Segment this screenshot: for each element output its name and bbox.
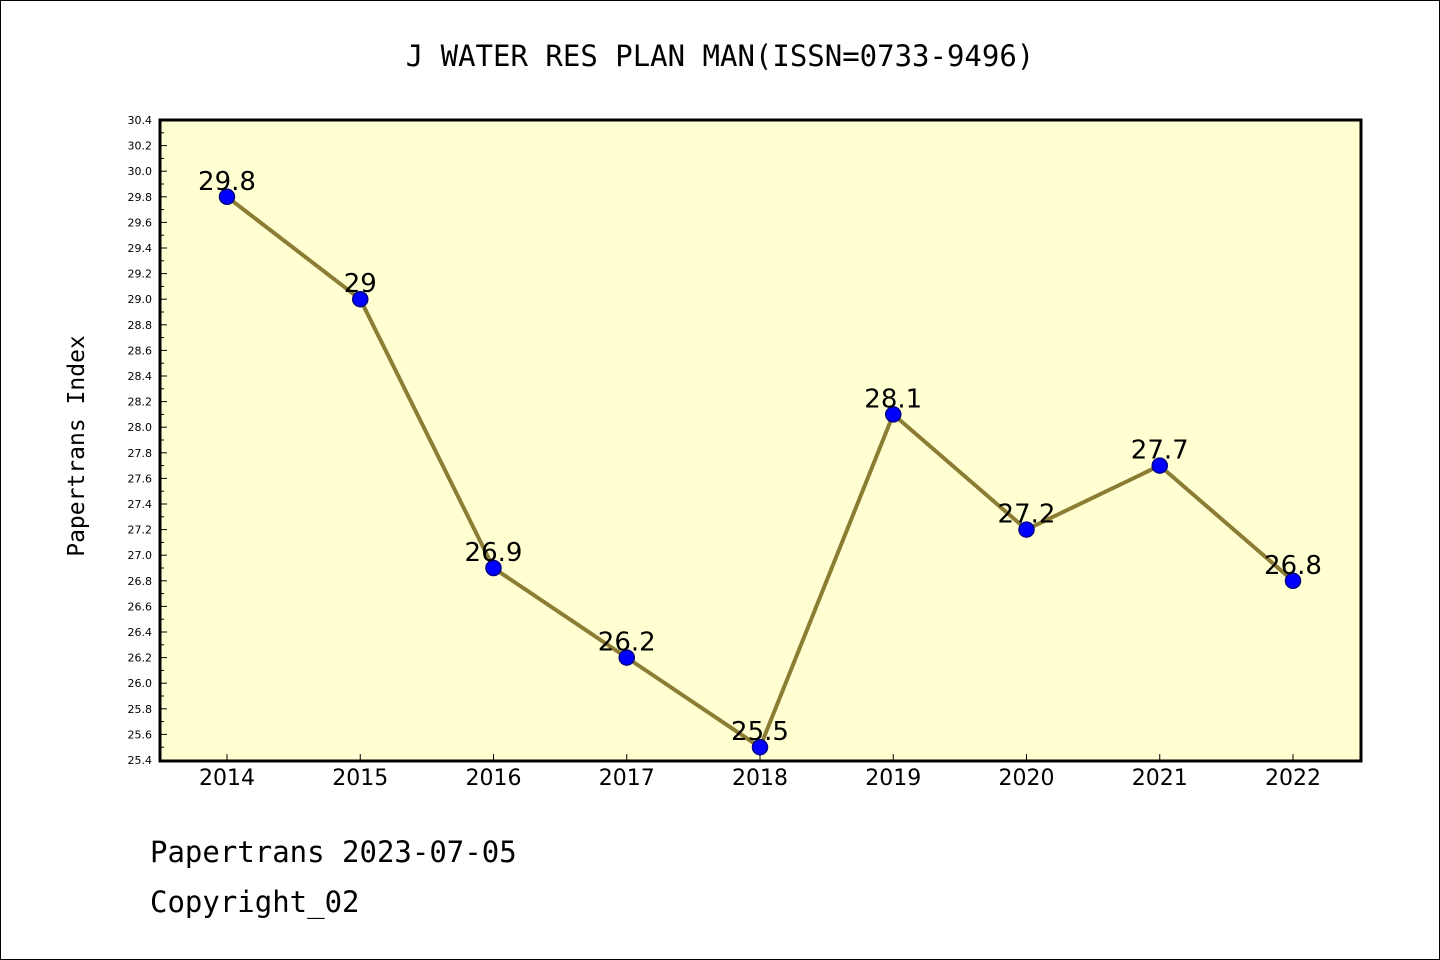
x-tick-label: 2021 [1132, 766, 1188, 791]
y-tick-label: 25.6 [128, 728, 153, 741]
data-point [1284, 572, 1302, 590]
footer-copyright-text: Copyright_02 [150, 885, 360, 919]
y-tick-label: 26.6 [128, 600, 153, 613]
data-point [618, 649, 635, 666]
data-label: 28.1 [864, 384, 922, 414]
y-tick-label: 29.6 [128, 216, 153, 229]
y-tick-label: 25.8 [128, 703, 153, 716]
data-label: 29 [344, 269, 377, 299]
x-tick-label: 2019 [865, 766, 921, 791]
y-tick-label: 29.2 [128, 268, 153, 281]
x-tick-label: 2022 [1265, 766, 1321, 791]
x-tick-label: 2015 [332, 766, 388, 791]
plot-area [158, 118, 1363, 763]
y-tick-label: 26.0 [128, 677, 153, 690]
y-tick-label: 27.8 [128, 447, 153, 460]
y-tick-label: 27.2 [128, 524, 153, 537]
y-tick-label: 27.4 [128, 498, 153, 511]
y-tick-label: 25.4 [128, 754, 153, 767]
data-point [352, 290, 369, 308]
y-tick-label: 30.2 [128, 140, 153, 153]
y-tick-label: 29.8 [128, 191, 153, 204]
y-tick-label: 27.6 [128, 472, 153, 485]
y-tick-label: 28.6 [128, 344, 153, 357]
data-point [751, 738, 769, 756]
x-tick-label: 2018 [732, 766, 788, 791]
data-labels-group: 29.8 29 26.9 26.2 25.5 28.1 27.2 27.7 26.8 [198, 167, 1322, 747]
x-tick-label: 2014 [199, 766, 255, 791]
data-point [1151, 457, 1168, 474]
y-tick-label: 28.8 [128, 319, 153, 332]
y-tick-label: 26.8 [128, 575, 153, 588]
data-point [218, 188, 236, 206]
data-point [1018, 521, 1035, 538]
y-tick-label: 28.4 [128, 370, 153, 383]
data-label: 27.7 [1131, 436, 1189, 466]
data-points-group [218, 188, 1302, 756]
y-tick-label: 29.0 [128, 293, 153, 306]
y-tick-label: 26.2 [128, 652, 153, 665]
x-tick-label: 2016 [466, 766, 522, 791]
data-label: 26.2 [598, 628, 656, 658]
y-tick-label: 27.0 [128, 549, 153, 562]
chart-title: J WATER RES PLAN MAN(ISSN=0733-9496) [406, 39, 1035, 73]
footer-date-text: Papertrans 2023-07-05 [150, 835, 517, 869]
x-tick-label: 2020 [999, 766, 1055, 791]
data-point [885, 406, 902, 423]
data-label: 27.2 [998, 500, 1056, 530]
y-axis-ticks: 25.4 25.6 25.8 26.0 26.2 26.4 26.6 26.8 27.0 27.2… [128, 114, 167, 767]
data-point [485, 559, 502, 577]
y-tick-label: 30.0 [128, 165, 153, 178]
y-tick-label: 26.4 [128, 626, 153, 639]
y-tick-label: 28.2 [128, 396, 153, 409]
y-tick-label: 30.4 [128, 114, 153, 127]
data-label: 25.5 [731, 717, 789, 747]
y-tick-label: 29.4 [128, 242, 153, 255]
x-axis-ticks: 2014 2015 2016 2017 2018 2019 2020 2021 2022 [199, 754, 1321, 791]
y-tick-label: 28.0 [128, 421, 153, 434]
x-tick-label: 2017 [599, 766, 655, 791]
data-label: 26.9 [465, 538, 523, 568]
data-label: 29.8 [198, 167, 256, 197]
y-axis-label: Papertrans Index [64, 335, 90, 557]
data-label: 26.8 [1264, 551, 1322, 581]
